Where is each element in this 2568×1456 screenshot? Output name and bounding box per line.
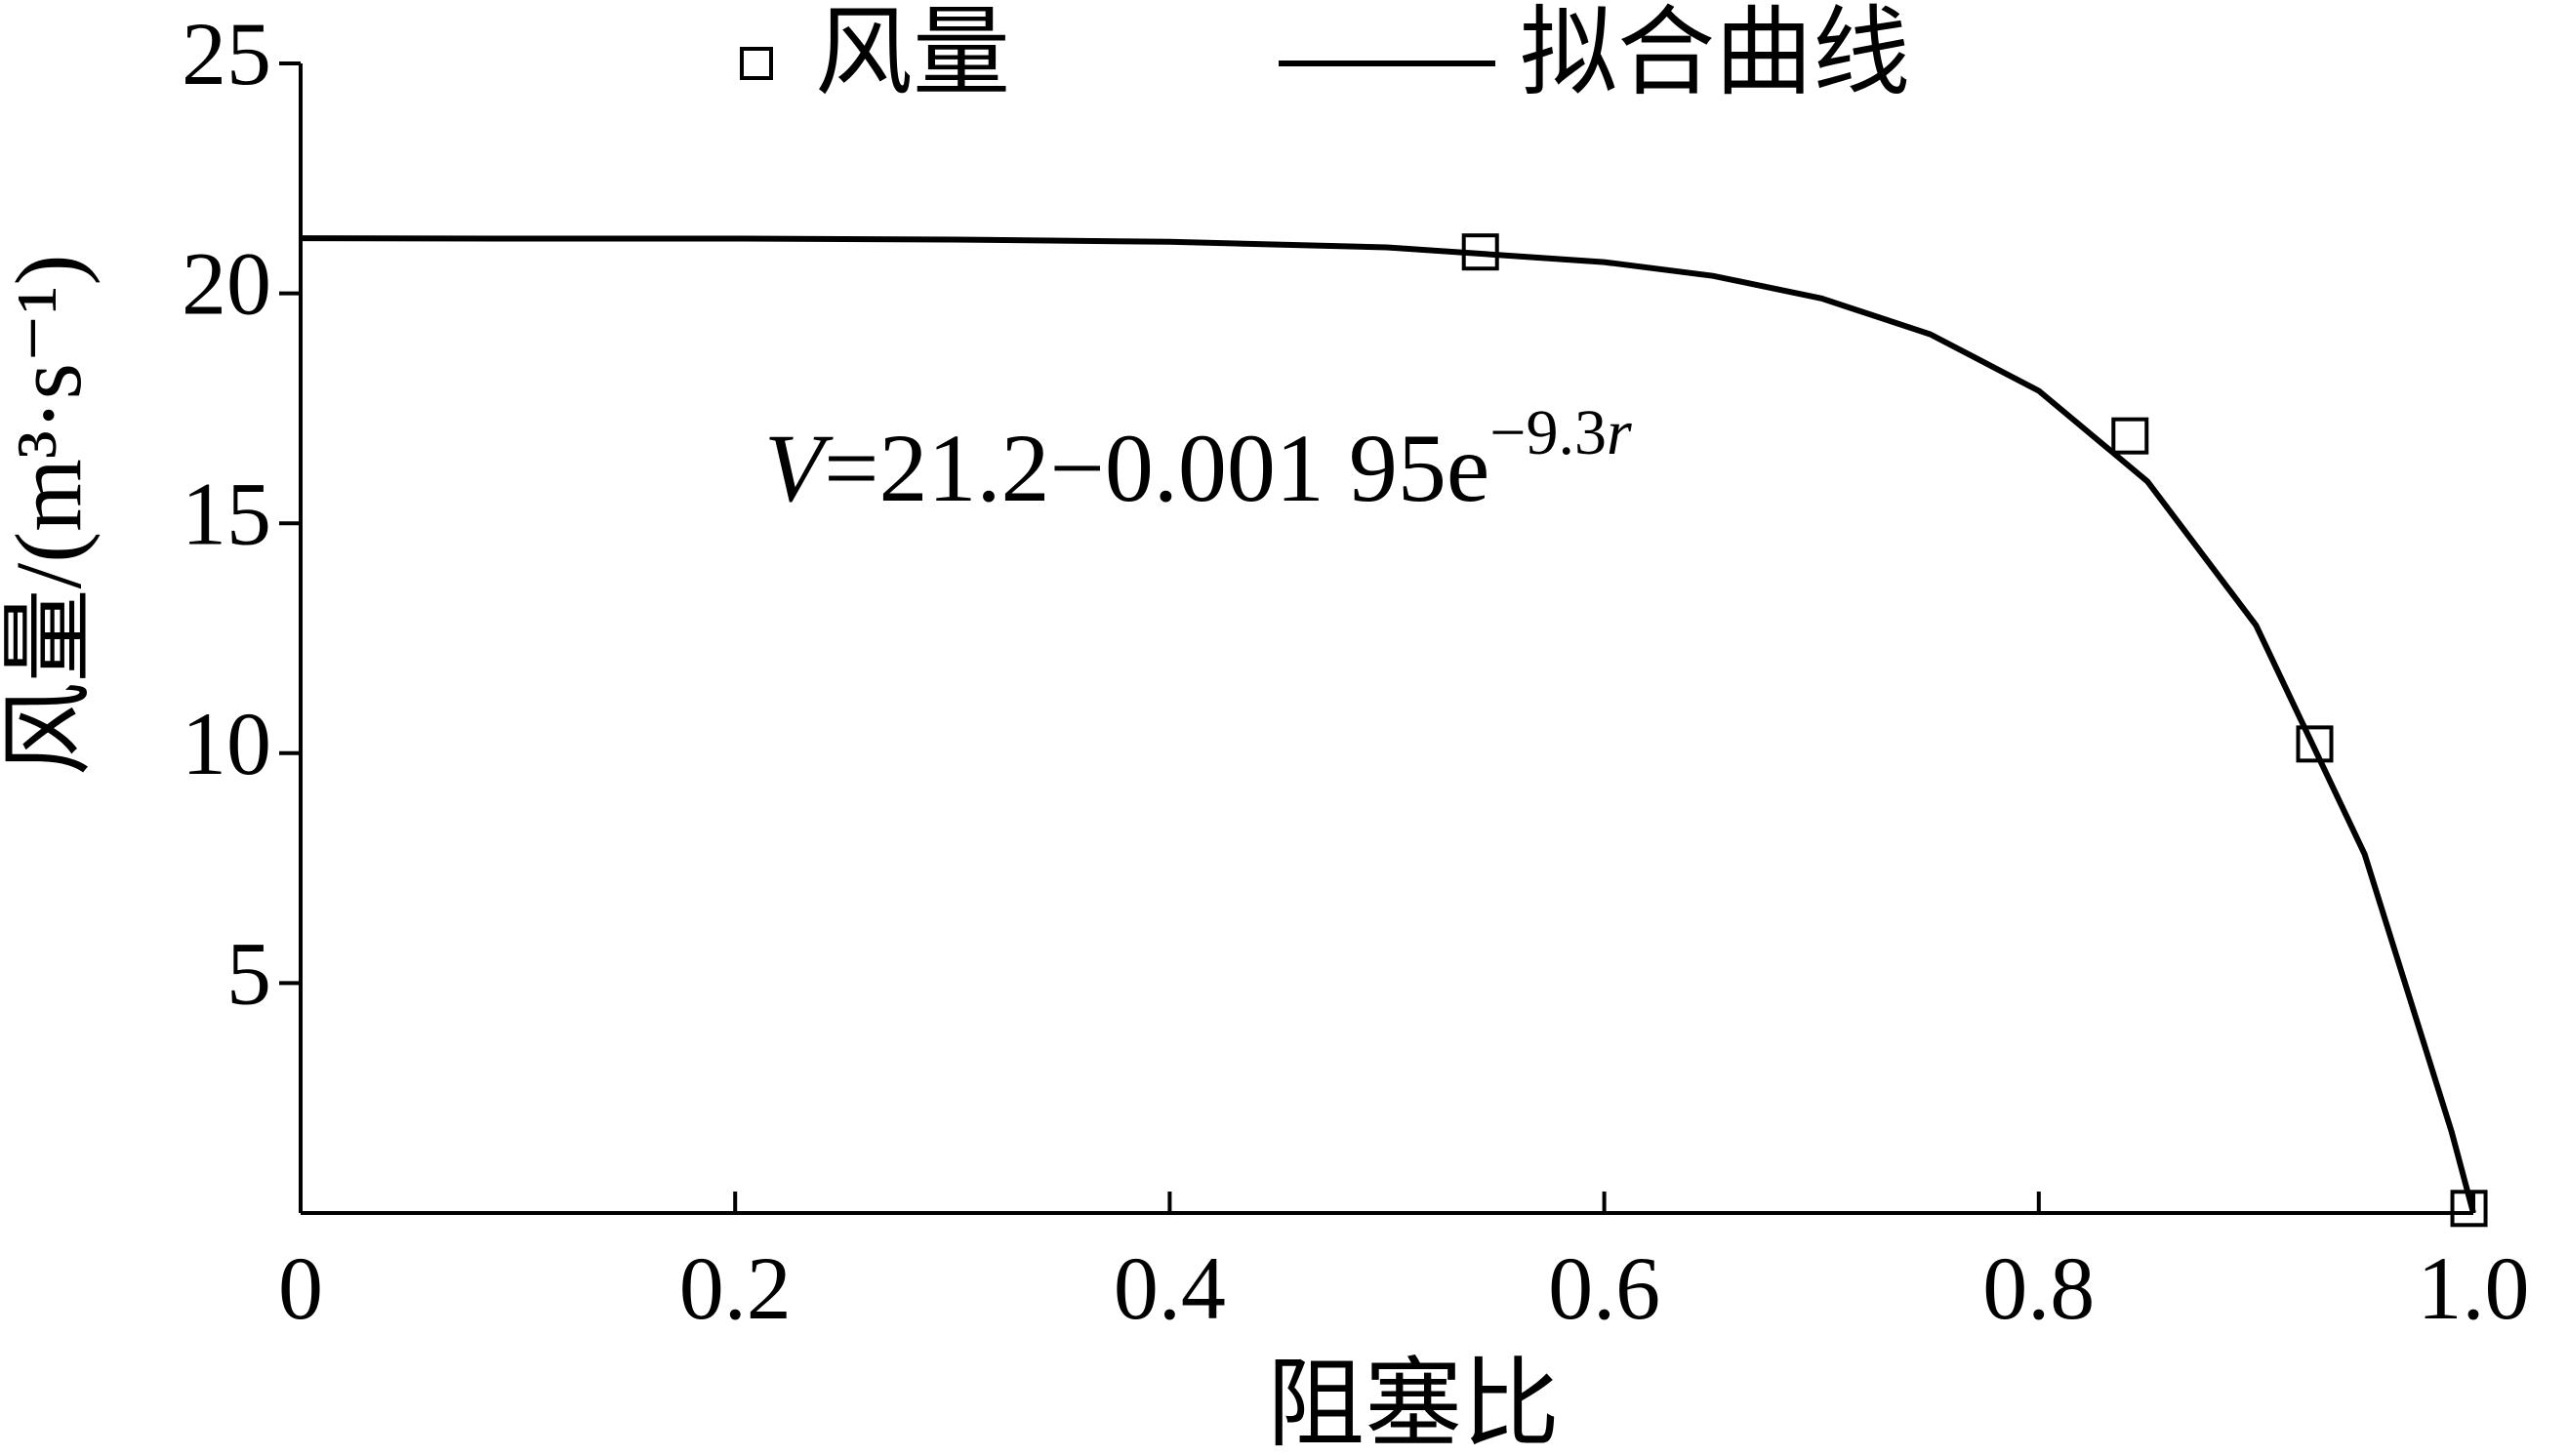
annotation-expression: =21.2−0.001 95e	[824, 414, 1489, 522]
y-tick-label: 15	[182, 464, 271, 563]
data-point	[2296, 725, 2334, 763]
annotation-variable: V	[764, 414, 834, 522]
x-tick-label: 0	[278, 1238, 323, 1338]
data-point	[2111, 417, 2149, 455]
legend-marker	[740, 47, 773, 80]
annotation-exponent-variable: r	[1607, 397, 1632, 468]
annotation: V=21.2−0.001 95e−9.3r	[764, 397, 1632, 522]
legend-label: 风量	[815, 0, 1010, 107]
x-tick-label: 0.6	[1548, 1238, 1660, 1338]
annotation-exponent: −9.3	[1489, 397, 1607, 468]
y-tick-label: 25	[182, 4, 271, 103]
legend-label: 拟合曲线	[1520, 0, 1910, 107]
y-tick-label: 20	[182, 234, 271, 334]
y-tick-label: 10	[182, 694, 271, 793]
fit-curve	[300, 235, 2476, 1214]
x-tick-label: 1.0	[2418, 1238, 2530, 1338]
x-tick-label: 0.2	[679, 1238, 792, 1338]
y-tick-label: 5	[226, 924, 271, 1024]
y-axis-label: 风量/(m³·s⁻¹)	[0, 255, 101, 777]
x-tick-label: 0.8	[1982, 1238, 2095, 1338]
x-axis-label: 阻塞比	[1267, 1351, 1560, 1456]
x-tick-label: 0.4	[1114, 1238, 1226, 1338]
